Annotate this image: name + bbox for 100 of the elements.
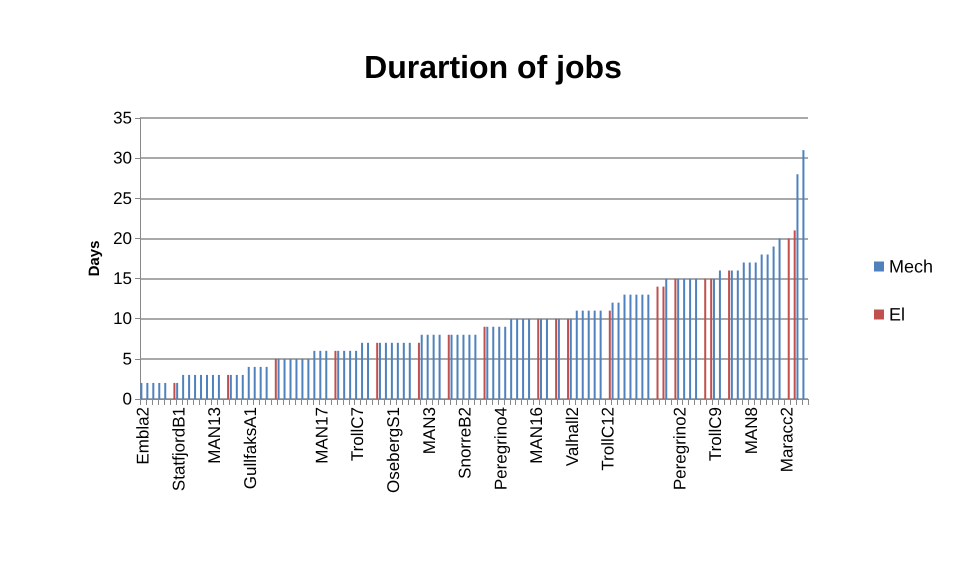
bar [802,150,804,399]
bar [230,374,232,399]
bar [284,358,286,399]
bar [555,318,558,399]
bar [173,382,176,399]
x-tick-label: Valhall2 [562,407,582,466]
bar [182,374,184,399]
bar [736,270,739,399]
bar [274,358,277,399]
y-tick-label: 35 [113,108,132,128]
bar [760,254,763,399]
bar [408,342,411,399]
bar [438,334,441,399]
bar [448,334,450,399]
bar [635,294,638,399]
bar [742,262,745,399]
x-tick-label: Peregrino2 [670,407,690,490]
bar [236,374,238,399]
bar [712,278,715,399]
bar [674,278,676,399]
bar [594,310,596,399]
bar [349,350,352,399]
bar [456,334,458,399]
bar [540,318,542,399]
bar [629,294,632,399]
bar [212,374,214,399]
bar [537,318,540,399]
bar [754,262,757,399]
bar [689,278,692,399]
bar [677,278,680,399]
bar [418,342,420,399]
x-tick-label: Peregrino4 [491,407,510,490]
bar [390,342,393,399]
bar [484,326,486,399]
y-tick-label: 0 [122,390,132,408]
bar [567,318,570,399]
bar [504,326,506,399]
x-tick-label: SnorreB2 [456,407,475,479]
bar [355,350,358,399]
bar [794,230,796,399]
bar [582,310,584,399]
bar [656,286,659,399]
bar [608,310,611,399]
bar [402,342,405,399]
bar [260,366,262,399]
bar [218,374,220,399]
bar [748,262,751,399]
x-tick-label: MAN13 [205,407,224,464]
bar [492,326,494,399]
y-tick-label: 15 [113,269,132,288]
bar [600,310,602,399]
legend-label: Mech [888,256,933,276]
bar [474,334,476,399]
bar [528,318,530,399]
bar [662,286,664,399]
bar [498,326,500,399]
bar [188,374,190,399]
bar [289,358,292,399]
bar [206,374,208,399]
bar [426,334,429,399]
y-tick-label: 10 [113,309,132,328]
x-tick-label: Embla2 [133,407,152,465]
bar [704,278,706,399]
x-tick-label: MAN8 [742,407,761,454]
bar [420,334,423,399]
bar [200,374,202,399]
bar [361,342,364,399]
bar [334,350,336,399]
bar [683,278,686,399]
bar [647,294,650,399]
bar [194,374,196,399]
bar [772,246,775,399]
x-tick-label: TrollC9 [706,407,726,462]
y-tick-label: 5 [122,349,132,368]
bar [641,294,644,399]
bar [152,382,154,399]
x-tick-label: MAN3 [420,407,439,454]
x-tick-label: TrollC7 [348,407,368,462]
x-tick-label: GullfaksA1 [240,407,260,490]
bar [301,358,304,399]
bar [227,374,230,399]
x-tick-label: StatfjordB1 [169,407,188,492]
y-tick-label: 30 [113,148,132,168]
bar [588,310,590,399]
bar [367,342,370,399]
legend-label: El [888,304,905,324]
bar [248,366,250,399]
y-tick-label: 25 [113,188,132,208]
bar [612,302,614,399]
x-tick-label: OsebergS1 [384,407,403,493]
x-tick-label: Maracc2 [778,407,797,472]
bar [343,350,346,399]
bar [266,366,268,399]
bar [450,334,453,399]
bar [618,302,620,399]
bar [140,382,142,399]
bar [623,294,626,399]
x-tick-label: TrollC12 [598,407,618,471]
bar [254,366,256,399]
y-tick-label: 20 [113,228,132,248]
